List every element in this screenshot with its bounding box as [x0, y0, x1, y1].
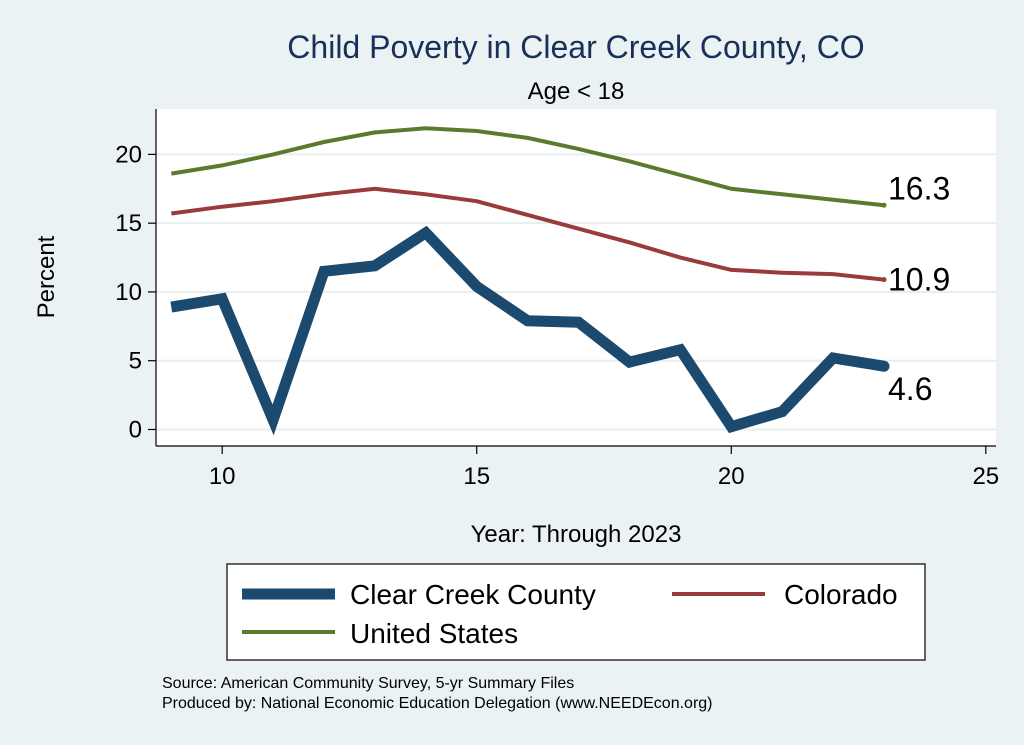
- y-tick-label: 10: [115, 279, 142, 306]
- y-axis-ticks: 0 5 10 15 20: [115, 141, 156, 443]
- series-end-point-united-states: [881, 202, 887, 208]
- chart-subtitle: Age < 18: [528, 78, 625, 105]
- chart-title: Child Poverty in Clear Creek County, CO: [287, 29, 864, 65]
- source-note: Source: American Community Survey, 5-yr …: [162, 675, 574, 692]
- legend-label-colorado: Colorado: [784, 579, 898, 610]
- y-tick-label: 15: [115, 210, 142, 237]
- y-tick-label: 20: [115, 141, 142, 168]
- series-end-point-clear-creek-county: [878, 360, 890, 372]
- series-line-colorado: [171, 186, 885, 282]
- x-axis-title: Year: Through 2023: [471, 521, 682, 548]
- series-line-united-states: [170, 126, 885, 208]
- y-tick-label: 0: [129, 416, 142, 443]
- end-label-clear-creek-county: 4.6: [888, 371, 932, 407]
- end-labels: 16.3 10.9 4.6: [888, 170, 950, 407]
- y-axis-title: Percent: [33, 235, 60, 318]
- legend: Clear Creek County Colorado United State…: [226, 563, 926, 661]
- series-line-clear-creek-county: [170, 225, 885, 436]
- end-label-united-states: 16.3: [888, 170, 950, 206]
- y-tick-label: 5: [129, 348, 142, 375]
- end-label-colorado: 10.9: [888, 262, 950, 298]
- legend-label-clear-creek: Clear Creek County: [350, 579, 596, 610]
- legend-box: [226, 563, 926, 661]
- x-axis-ticks: 10 15 20 25: [209, 446, 999, 490]
- series-end-point-colorado: [881, 277, 887, 283]
- x-tick-label: 20: [718, 463, 745, 490]
- x-tick-label: 25: [972, 463, 999, 490]
- series-lines: [170, 126, 890, 436]
- x-tick-label: 10: [209, 463, 236, 490]
- produced-by-note: Produced by: National Economic Education…: [162, 695, 713, 712]
- x-tick-label: 15: [463, 463, 490, 490]
- legend-label-united-states: United States: [350, 618, 518, 649]
